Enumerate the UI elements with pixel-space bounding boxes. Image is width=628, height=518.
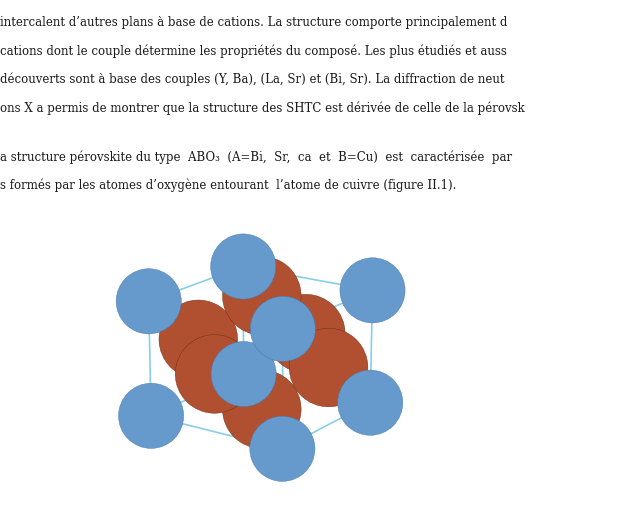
Text: ons X a permis de montrer que la structure des SHTC est dérivée de celle de la p: ons X a permis de montrer que la structu…	[0, 101, 525, 114]
Text: cations dont le couple détermine les propriétés du composé. Les plus étudiés et : cations dont le couple détermine les pro…	[0, 44, 507, 57]
Text: s formés par les atomes d’oxygène entourant  l’atome de cuivre (figure II.1).: s formés par les atomes d’oxygène entour…	[0, 179, 457, 192]
Text: intercalent d’autres plans à base de cations. La structure comporte principaleme: intercalent d’autres plans à base de cat…	[0, 16, 507, 28]
Text: a structure pérovskite du type  ABO₃  (A=Bi,  Sr,  ca  et  B=Cu)  est  caractéri: a structure pérovskite du type ABO₃ (A=B…	[0, 150, 512, 164]
Text: découverts sont à base des couples (Y, Ba), (La, Sr) et (Bi, Sr). La diffraction: découverts sont à base des couples (Y, B…	[0, 73, 504, 86]
